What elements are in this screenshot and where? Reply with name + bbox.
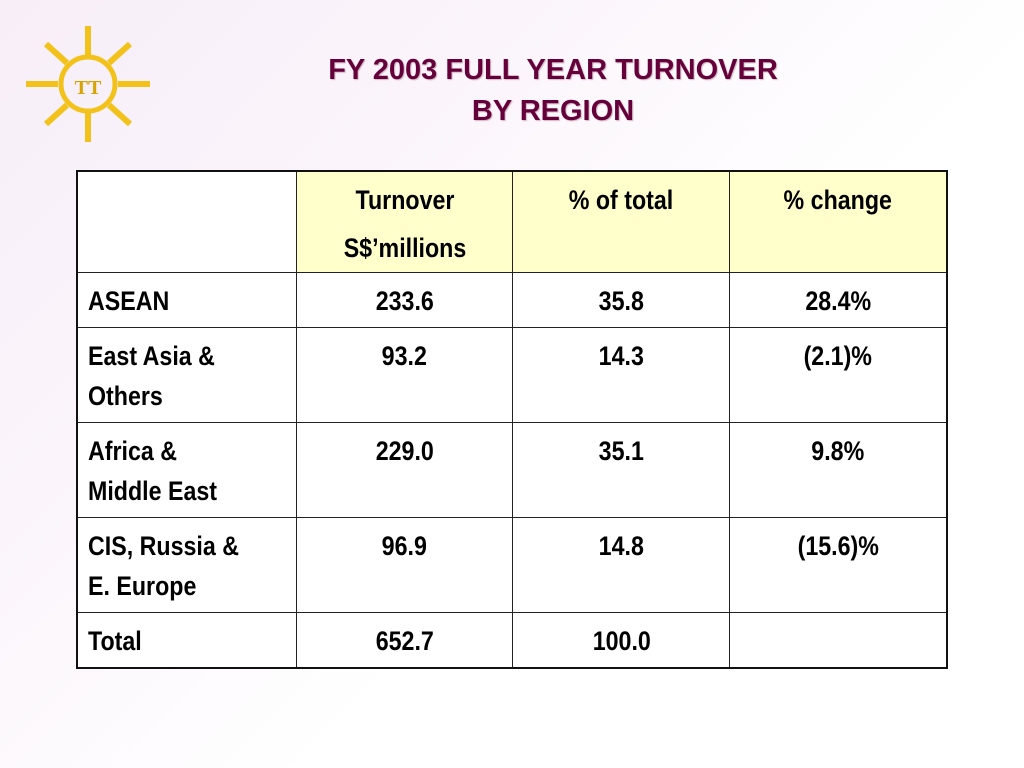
sun-logo-icon: TT bbox=[26, 26, 150, 142]
region-label: CIS, Russia & E. Europe bbox=[76, 517, 297, 613]
turnover-table: Turnover S$’millions % of total % change… bbox=[76, 170, 948, 669]
pct-total-cell: 35.1 bbox=[512, 422, 731, 518]
pct-total-cell: 14.8 bbox=[512, 517, 731, 613]
pct-change-cell: (15.6)% bbox=[729, 517, 948, 613]
title-line-1: FY 2003 FULL YEAR TURNOVER bbox=[328, 54, 778, 86]
table-row: East Asia & Others 93.2 14.3 (2.1)% bbox=[76, 327, 948, 423]
table-row: ASEAN 233.6 35.8 28.4% bbox=[76, 272, 948, 328]
table-header-row: Turnover S$’millions % of total % change bbox=[76, 170, 948, 273]
title-line-2: BY REGION bbox=[471, 95, 635, 127]
turnover-cell: 229.0 bbox=[295, 422, 514, 518]
pct-change-cell: 9.8% bbox=[729, 422, 948, 518]
region-label: Total bbox=[76, 612, 297, 669]
header-cell-empty bbox=[76, 170, 297, 273]
region-label: Africa & Middle East bbox=[76, 422, 297, 518]
turnover-cell: 93.2 bbox=[295, 327, 514, 423]
turnover-cell: 96.9 bbox=[295, 517, 514, 613]
header-cell-turnover: Turnover S$’millions bbox=[295, 170, 514, 273]
pct-total-cell: 35.8 bbox=[512, 272, 731, 328]
pct-total-cell: 100.0 bbox=[512, 612, 731, 669]
turnover-cell: 652.7 bbox=[295, 612, 514, 669]
pct-change-cell: 28.4% bbox=[729, 272, 948, 328]
region-label: East Asia & Others bbox=[76, 327, 297, 423]
pct-change-cell bbox=[729, 612, 948, 669]
header-cell-pct-change: % change bbox=[729, 170, 948, 273]
table-row-total: Total 652.7 100.0 bbox=[76, 612, 948, 669]
table-row: CIS, Russia & E. Europe 96.9 14.8 (15.6)… bbox=[76, 517, 948, 613]
turnover-cell: 233.6 bbox=[295, 272, 514, 328]
logo-text: TT bbox=[75, 77, 102, 99]
header-cell-pct-total: % of total bbox=[512, 170, 731, 273]
pct-total-cell: 14.3 bbox=[512, 327, 731, 423]
slide-title: FY 2003 FULL YEAR TURNOVER BY REGION bbox=[170, 50, 936, 132]
table-row: Africa & Middle East 229.0 35.1 9.8% bbox=[76, 422, 948, 518]
region-label: ASEAN bbox=[76, 272, 297, 328]
pct-change-cell: (2.1)% bbox=[729, 327, 948, 423]
